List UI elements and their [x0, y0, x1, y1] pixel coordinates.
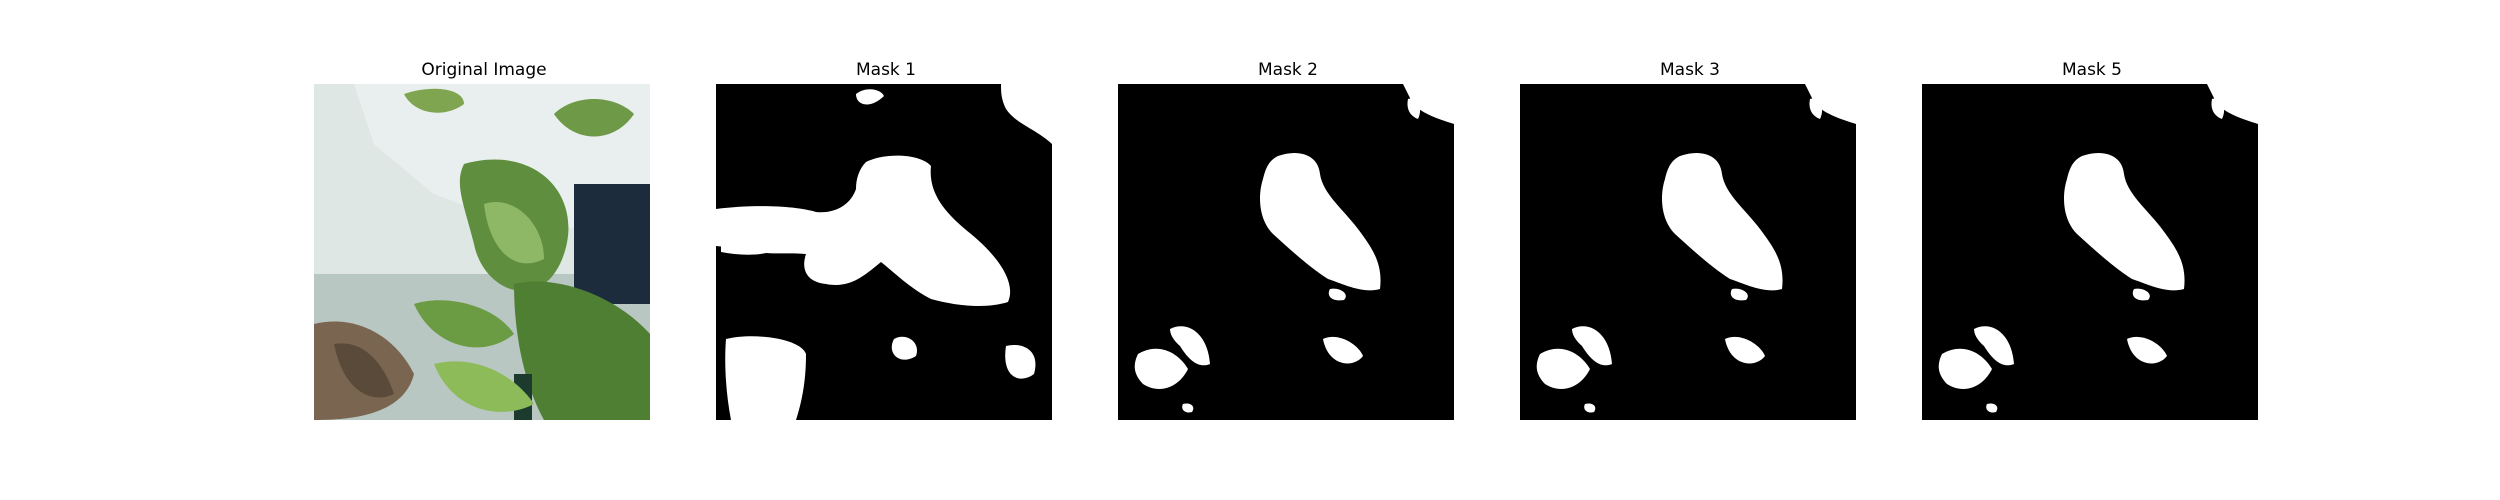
panel-mask-5: Mask 5 [1922, 58, 2262, 420]
mask-3-image [1520, 84, 1856, 420]
mask-1-image [716, 84, 1052, 420]
panel-title: Mask 1 [855, 60, 916, 80]
panel-title: Mask 5 [2061, 60, 2122, 80]
panel-original-image: Original Image [314, 58, 654, 420]
panel-mask-3: Mask 3 [1520, 58, 1860, 420]
panel-title: Mask 2 [1257, 60, 1318, 80]
original-photo [314, 84, 650, 420]
mask-5-image [1922, 84, 2258, 420]
mask-2-image [1118, 84, 1454, 420]
panel-title: Original Image [421, 60, 547, 80]
panel-title: Mask 3 [1659, 60, 1720, 80]
panel-mask-2: Mask 2 [1118, 58, 1458, 420]
panel-mask-1: Mask 1 [716, 58, 1056, 420]
